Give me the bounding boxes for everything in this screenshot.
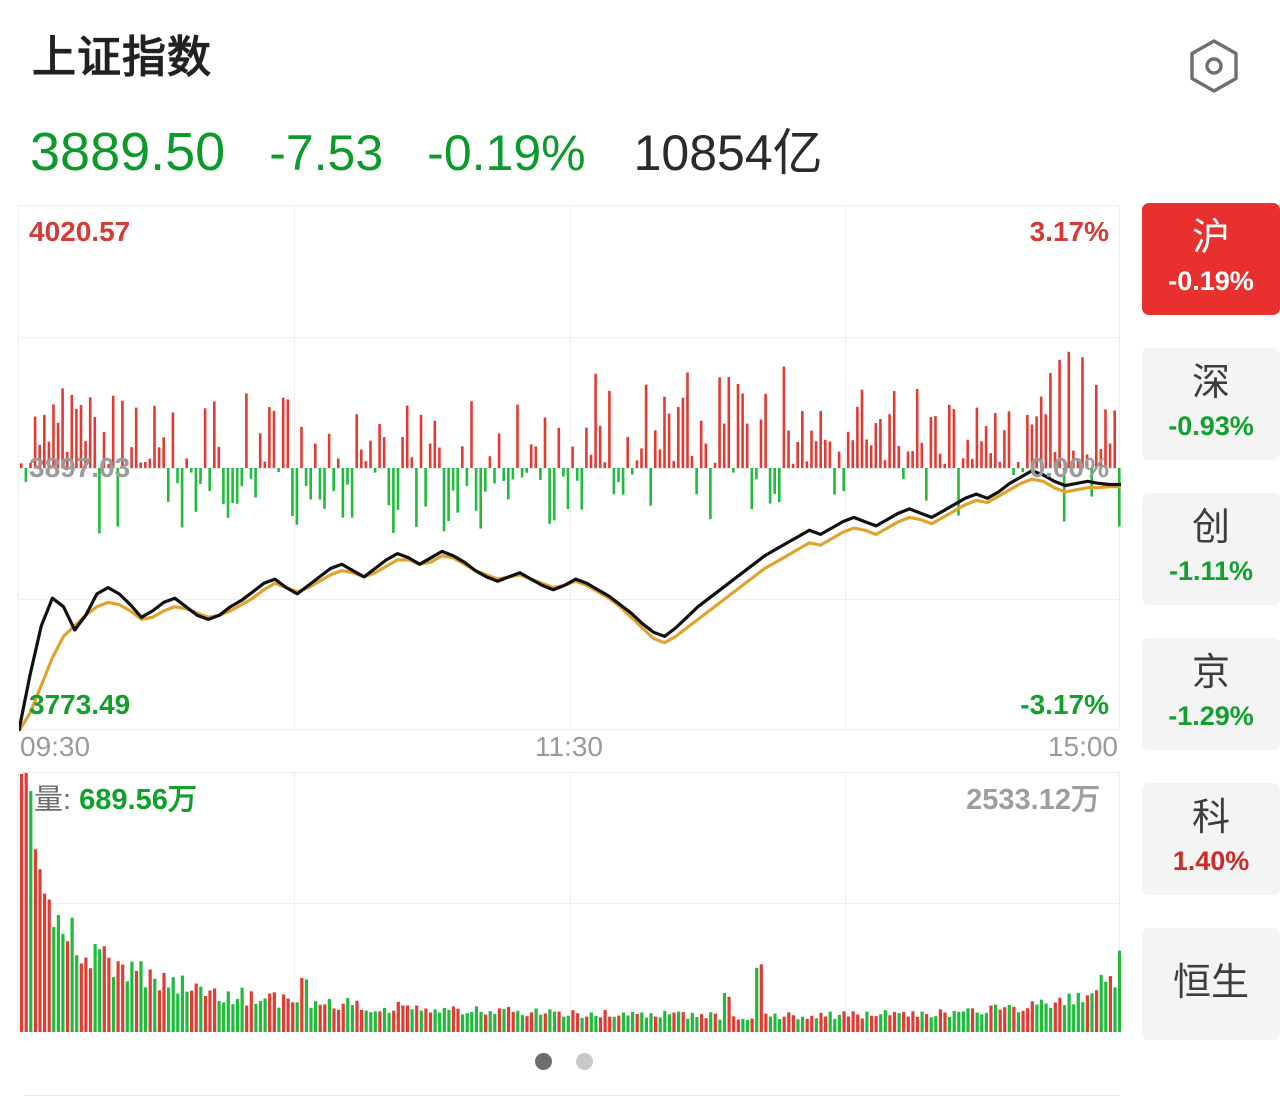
sidebar-item-pct: -1.29% (1168, 700, 1254, 731)
quote-summary: 3889.50 -7.53 -0.19% 10854亿 (30, 125, 823, 179)
gridline-v-1 (294, 206, 295, 729)
vol-gridline-v-3 (845, 773, 846, 1031)
volume-label-value: 689.56万 (79, 784, 197, 816)
sidebar-item-pct: 1.40% (1172, 845, 1250, 876)
sidebar-item-2[interactable]: 创 -1.11% (1142, 493, 1280, 605)
sidebar-item-5[interactable]: 恒生 (1142, 928, 1280, 1040)
sidebar-item-name: 深 (1191, 361, 1230, 404)
gridline-v-2 (570, 206, 571, 729)
chart-low-value: 3773.49 (29, 689, 131, 720)
page-indicator[interactable] (0, 1053, 1128, 1070)
sidebar-item-name: 恒生 (1172, 962, 1249, 1005)
volume-chart-region[interactable]: 量: 689.56万 2533.12万 (0, 772, 1128, 1034)
chart-mid-pct: 0.00% (1029, 452, 1109, 483)
quote-turnover: 10854亿 (633, 125, 823, 181)
quote-price: 3889.50 (30, 122, 226, 182)
settings-button[interactable] (1186, 38, 1242, 94)
page-dot-1[interactable] (576, 1053, 593, 1070)
vol-gridline-v-1 (294, 773, 295, 1031)
gear-hexagon-icon (1188, 38, 1240, 94)
sidebar-item-name: 沪 (1191, 216, 1230, 259)
index-sidebar[interactable]: 沪 -0.19% 深 -0.93% 创 -1.11% 京 -1.29% 科 1.40% 恒生 (1136, 203, 1280, 1096)
chart-mid-value: 3897.03 (29, 452, 131, 483)
volume-histogram (20, 773, 1121, 1032)
price-chart-region[interactable]: 4020.57 3.17% 3897.03 0.00% 3773.49 -3.1… (0, 205, 1128, 765)
sidebar-item-name: 科 (1191, 796, 1230, 839)
time-axis: 09:30 11:30 15:00 (18, 733, 1120, 765)
price-line-chart (19, 469, 1121, 731)
time-tick-close: 15:00 (1047, 731, 1118, 762)
volume-max-label: 2533.12万 (966, 784, 1100, 816)
gridline-h-3 (19, 599, 1119, 600)
gridline-v-3 (845, 206, 846, 729)
volume-current-label: 量: 689.56万 (34, 786, 197, 815)
sidebar-item-name: 创 (1191, 506, 1230, 549)
quote-header: 上证指数 3889.50 -7.53 -0.19% 10854亿 (0, 0, 1280, 200)
volume-label-key: 量: (34, 784, 72, 816)
gridline-h-1 (19, 337, 1119, 338)
sidebar-item-name: 京 (1191, 651, 1230, 694)
sidebar-item-pct: -0.93% (1168, 410, 1254, 441)
quote-change-pct: -0.19% (427, 125, 586, 181)
sidebar-item-0[interactable]: 沪 -0.19% (1142, 203, 1280, 315)
vol-gridline-h-1 (19, 903, 1119, 904)
sidebar-item-4[interactable]: 科 1.40% (1142, 783, 1280, 895)
chart-low-pct: -3.17% (1020, 689, 1109, 720)
sidebar-item-1[interactable]: 深 -0.93% (1142, 348, 1280, 460)
chart-high-value: 4020.57 (29, 216, 131, 247)
volume-chart-plot[interactable] (18, 772, 1121, 1032)
sidebar-item-pct: -0.19% (1168, 265, 1254, 296)
price-chart-plot[interactable]: 4020.57 3.17% 3897.03 0.00% 3773.49 -3.1… (18, 205, 1121, 731)
sidebar-item-3[interactable]: 京 -1.29% (1142, 638, 1280, 750)
page-title: 上证指数 (32, 33, 212, 82)
quote-change: -7.53 (269, 125, 384, 181)
vol-gridline-v-2 (570, 773, 571, 1031)
page-dot-0[interactable] (535, 1053, 552, 1070)
time-tick-open: 09:30 (20, 731, 91, 762)
time-tick-mid: 11:30 (535, 731, 603, 762)
sidebar-item-pct: -1.11% (1168, 555, 1254, 586)
chart-high-pct: 3.17% (1029, 216, 1109, 247)
delta-volume-bars (20, 351, 1121, 534)
